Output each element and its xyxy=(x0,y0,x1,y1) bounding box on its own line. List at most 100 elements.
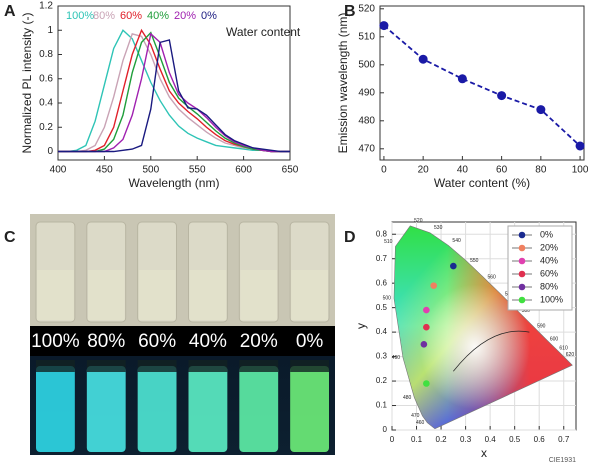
data-point xyxy=(457,74,467,84)
x-tick-label: 0.6 xyxy=(534,435,546,444)
legend-label: 40% xyxy=(540,255,558,265)
panel-letter: B xyxy=(344,3,356,20)
vial-uv xyxy=(86,366,126,452)
legend-label: 0% xyxy=(540,229,553,239)
wavelength-label: 540 xyxy=(452,238,461,244)
x-tick-label: 550 xyxy=(189,165,206,176)
vial-uv xyxy=(239,366,279,452)
data-point xyxy=(575,141,585,151)
x-tick-label: 0.4 xyxy=(485,435,497,444)
legend-label: 60% xyxy=(540,268,558,278)
data-point xyxy=(423,380,430,387)
x-axis-label: Wavelength (nm) xyxy=(129,176,220,190)
vial-cap xyxy=(86,360,126,372)
sample-label: 0% xyxy=(296,331,324,352)
sample-label: 60% xyxy=(138,331,176,352)
note: CIE1931 xyxy=(549,457,576,464)
y-axis-label: Emission wavelength (nm) xyxy=(336,13,350,154)
data-point xyxy=(497,91,507,101)
sample-label: 20% xyxy=(240,331,278,352)
sample-label: 80% xyxy=(87,331,125,352)
y-tick-label: 0.2 xyxy=(376,376,388,385)
legend-label: 80% xyxy=(540,281,558,291)
panel-letter: D xyxy=(344,229,356,246)
y-tick-label: 0.8 xyxy=(376,229,388,238)
legend-label: 20% xyxy=(540,242,558,252)
plot-frame xyxy=(379,5,585,161)
spectrum-line xyxy=(58,32,290,153)
data-point xyxy=(430,282,438,289)
legend-label: 60% xyxy=(120,10,142,22)
label-band xyxy=(30,326,335,356)
x-tick-label: 0 xyxy=(381,165,387,176)
y-tick-label: 1 xyxy=(47,25,53,36)
wavelength-label: 620 xyxy=(566,352,575,358)
x-tick-label: 650 xyxy=(282,165,299,176)
y-tick-label: 0.5 xyxy=(376,303,388,312)
legend-swatch xyxy=(518,257,526,265)
y-tick-label: 0 xyxy=(383,425,388,434)
legend-box xyxy=(507,225,573,311)
x-axis-label: Water content (%) xyxy=(434,176,530,190)
spectrum-line xyxy=(58,39,290,153)
data-point xyxy=(423,306,430,314)
y-tick-label: 480 xyxy=(358,115,375,126)
vial-cap xyxy=(188,360,228,372)
planckian-locus xyxy=(453,330,530,372)
x-tick-label: 0.3 xyxy=(460,435,472,444)
y-tick-label: 500 xyxy=(358,59,375,70)
legend-label: 0% xyxy=(201,10,217,22)
wavelength-label: 530 xyxy=(434,225,443,231)
vial-liquid xyxy=(240,270,278,320)
legend-swatch xyxy=(518,296,526,304)
x-tick-label: 80 xyxy=(535,165,547,176)
y-tick-label: 0.3 xyxy=(376,352,388,361)
panel-letter: A xyxy=(4,3,16,20)
vials-daylight xyxy=(30,214,335,326)
annotation: Water content xyxy=(226,25,301,39)
wavelength-label: 550 xyxy=(470,258,479,264)
sample-label: 40% xyxy=(189,331,227,352)
wavelength-label: 480 xyxy=(403,395,412,401)
legend-label: 20% xyxy=(174,10,196,22)
x-tick-label: 0.5 xyxy=(509,435,521,444)
legend-label: 80% xyxy=(93,10,115,22)
data-point xyxy=(450,262,457,270)
x-tick-label: 600 xyxy=(235,165,252,176)
wavelength-label: 470 xyxy=(411,413,420,419)
legend-swatch xyxy=(518,244,526,252)
y-tick-label: 0 xyxy=(47,146,53,157)
y-tick-label: 490 xyxy=(358,87,375,98)
wavelength-label: 590 xyxy=(537,324,546,330)
legend-label: 100% xyxy=(66,10,94,22)
wavelength-label: 610 xyxy=(559,346,568,352)
vial-cap xyxy=(239,360,279,372)
x-tick-label: 400 xyxy=(50,165,67,176)
spectral-locus xyxy=(393,225,573,430)
vial-liquid xyxy=(138,270,176,320)
data-point xyxy=(536,105,546,115)
legend-swatch xyxy=(518,231,526,239)
y-tick-label: 0.8 xyxy=(39,49,53,60)
wavelength-label: 510 xyxy=(384,239,393,245)
vial-cap xyxy=(290,360,329,372)
x-tick-label: 40 xyxy=(457,165,469,176)
x-tick-label: 0.7 xyxy=(558,435,570,444)
spectrum-line xyxy=(58,31,290,153)
wavelength-label: 500 xyxy=(383,296,392,302)
data-point xyxy=(423,323,430,331)
x-axis-label: x xyxy=(481,446,487,460)
trend-line xyxy=(383,24,581,147)
wavelength-label: 490 xyxy=(392,355,401,361)
vials-uv xyxy=(30,356,335,455)
y-tick-label: 470 xyxy=(358,143,375,154)
y-tick-label: 0.1 xyxy=(376,401,388,410)
vial-liquid xyxy=(87,270,125,320)
panel-letter: C xyxy=(4,229,16,246)
vial-liquid xyxy=(189,270,227,320)
x-tick-label: 0.2 xyxy=(436,435,448,444)
legend-swatch xyxy=(518,270,526,278)
sample-label: 100% xyxy=(31,331,80,352)
spectrum-line xyxy=(58,29,290,153)
